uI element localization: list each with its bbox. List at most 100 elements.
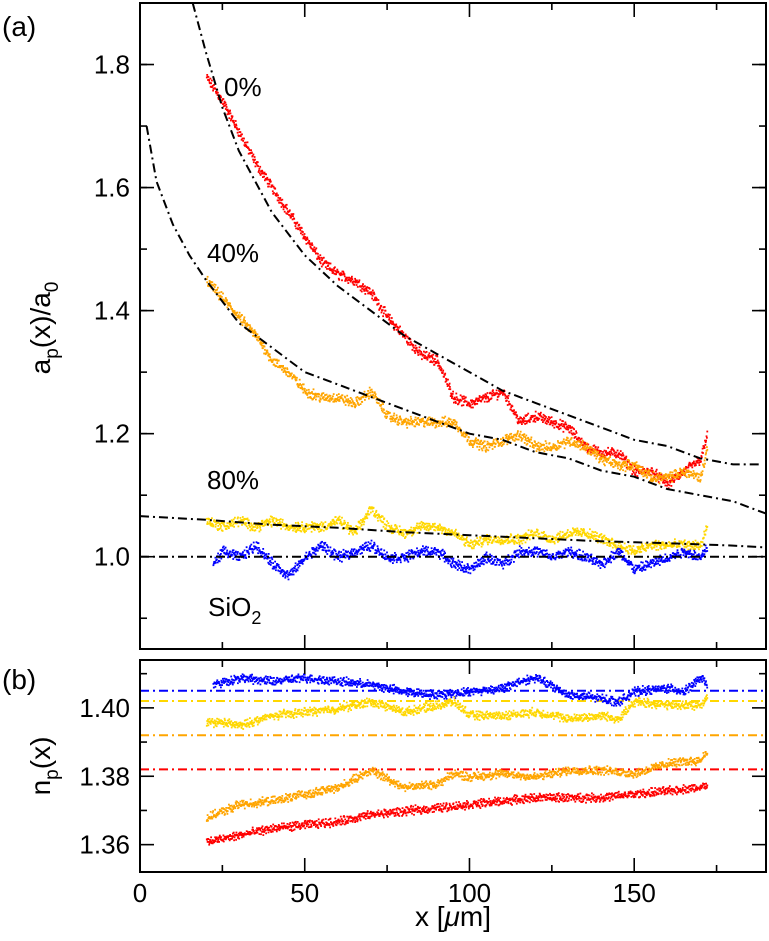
data-point bbox=[327, 546, 329, 549]
data-point bbox=[526, 551, 529, 553]
data-point bbox=[566, 529, 569, 531]
data-point bbox=[434, 529, 437, 532]
data-point bbox=[640, 561, 643, 564]
data-point bbox=[412, 533, 415, 536]
data-point bbox=[440, 369, 443, 372]
data-point bbox=[224, 546, 227, 549]
data-point bbox=[289, 214, 292, 217]
data-point bbox=[471, 444, 473, 447]
data-point bbox=[605, 450, 607, 452]
data-point bbox=[211, 283, 213, 286]
data-point bbox=[704, 441, 707, 444]
data-point bbox=[260, 341, 262, 343]
data-point bbox=[421, 526, 423, 529]
data-point bbox=[334, 550, 337, 553]
data-point bbox=[684, 467, 687, 470]
data-point bbox=[310, 397, 313, 400]
data-point bbox=[520, 539, 523, 542]
data-point bbox=[538, 447, 541, 449]
data-point bbox=[515, 411, 517, 414]
data-point bbox=[571, 550, 573, 552]
data-point bbox=[416, 555, 419, 558]
data-point bbox=[545, 422, 548, 425]
data-point bbox=[436, 362, 438, 364]
data-point bbox=[480, 439, 483, 442]
data-point bbox=[587, 443, 590, 446]
data-point bbox=[506, 563, 509, 566]
data-point bbox=[235, 124, 238, 127]
data-point bbox=[485, 450, 487, 453]
data-point bbox=[301, 233, 304, 236]
data-point bbox=[337, 277, 340, 280]
data-point bbox=[328, 262, 331, 265]
data-point bbox=[251, 329, 254, 332]
data-point bbox=[561, 425, 564, 428]
data-point bbox=[702, 463, 704, 466]
data-point bbox=[569, 438, 572, 441]
data-point bbox=[661, 479, 664, 481]
data-point bbox=[685, 476, 688, 479]
data-point bbox=[552, 420, 554, 423]
data-point bbox=[227, 304, 229, 306]
data-point bbox=[524, 423, 526, 425]
data-point bbox=[455, 421, 458, 424]
data-point bbox=[567, 428, 570, 431]
data-point bbox=[524, 541, 527, 544]
data-point bbox=[606, 461, 608, 463]
data-point bbox=[406, 340, 408, 343]
data-point bbox=[415, 527, 418, 529]
data-point bbox=[388, 317, 391, 319]
data-point bbox=[425, 545, 427, 548]
data-point bbox=[594, 454, 596, 457]
data-point bbox=[452, 559, 454, 562]
data-point bbox=[387, 313, 390, 316]
data-point bbox=[371, 510, 374, 513]
data-point bbox=[559, 535, 561, 538]
data-point bbox=[581, 532, 584, 534]
data-point bbox=[404, 337, 407, 340]
data-point bbox=[507, 537, 509, 540]
data-point bbox=[316, 257, 319, 260]
data-point bbox=[659, 474, 661, 477]
data-point bbox=[466, 440, 469, 443]
data-point bbox=[518, 543, 521, 545]
data-point bbox=[659, 476, 662, 479]
data-point bbox=[655, 539, 657, 542]
data-point bbox=[494, 445, 496, 448]
data-point bbox=[507, 394, 510, 397]
panel-a-plot: 1.01.21.41.61.8 bbox=[94, 2, 767, 650]
data-point bbox=[254, 331, 257, 333]
data-point bbox=[380, 407, 383, 410]
data-point bbox=[695, 460, 698, 462]
data-point bbox=[290, 372, 293, 375]
data-point bbox=[598, 449, 600, 452]
data-point bbox=[462, 432, 465, 435]
data-point bbox=[390, 322, 392, 324]
data-point bbox=[380, 311, 383, 314]
data-point bbox=[311, 391, 313, 393]
data-point bbox=[217, 552, 219, 555]
data-point bbox=[490, 397, 493, 400]
data-point bbox=[576, 527, 579, 530]
data-point bbox=[515, 435, 518, 438]
data-point bbox=[230, 306, 232, 308]
data-point bbox=[405, 423, 408, 426]
data-point bbox=[588, 446, 590, 449]
data-point bbox=[578, 554, 581, 556]
data-point bbox=[317, 252, 319, 255]
data-point bbox=[632, 469, 635, 472]
data-point bbox=[234, 120, 237, 122]
data-point bbox=[300, 384, 303, 386]
data-point bbox=[613, 450, 615, 452]
data-point bbox=[642, 568, 645, 571]
data-point bbox=[574, 444, 576, 446]
data-point bbox=[390, 320, 393, 323]
data-point bbox=[655, 470, 657, 473]
data-point bbox=[350, 277, 353, 280]
data-point bbox=[653, 476, 656, 479]
data-point bbox=[242, 551, 244, 553]
data-point bbox=[605, 458, 607, 461]
data-point bbox=[269, 520, 272, 523]
data-point bbox=[607, 459, 609, 461]
data-point bbox=[518, 556, 520, 559]
